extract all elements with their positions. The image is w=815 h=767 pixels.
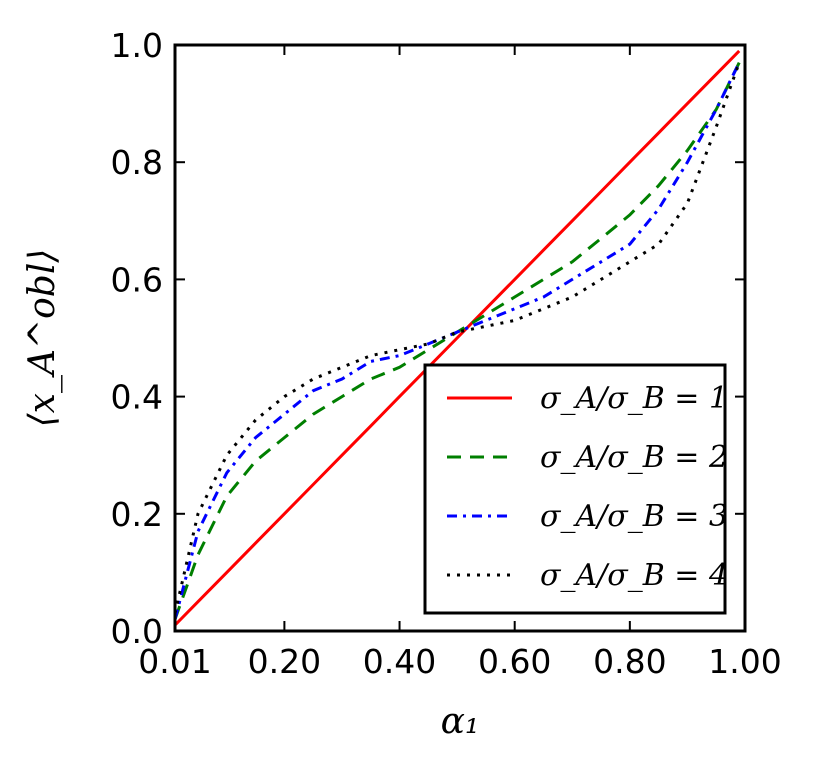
x-axis-label: α₁ <box>441 701 480 742</box>
y-tick-label-3: 0.6 <box>111 260 163 299</box>
tick-labels-layer: 0.01 0.20 0.40 0.60 0.80 1.00 0.0 0.2 0.4 0.6 0.8 1… <box>111 26 782 681</box>
series-line-3 <box>175 61 741 620</box>
x-tick-label-0: 0.01 <box>138 642 211 681</box>
x-tick-label-4: 0.80 <box>593 642 666 681</box>
y-axis-label: ⟨x_A^obl⟩ <box>22 249 63 428</box>
y-tick-label-5: 1.0 <box>111 26 163 65</box>
legend: σ_A/σ_B = 1 σ_A/σ_B = 2 σ_A/σ_B = 3 σ_A/σ_B… <box>423 363 728 615</box>
plot-frame <box>173 43 747 633</box>
x-tick-label-3: 0.60 <box>478 642 551 681</box>
legend-label-2: σ_A/σ_B = 2 <box>540 440 728 475</box>
y-tick-label-1: 0.2 <box>111 495 163 534</box>
ticks-layer <box>174 44 746 632</box>
legend-label-3: σ_A/σ_B = 3 <box>540 499 728 534</box>
y-tick-label-2: 0.4 <box>111 378 163 417</box>
x-tick-label-2: 0.40 <box>363 642 436 681</box>
x-tick-label-5: 1.00 <box>708 642 781 681</box>
legend-box <box>423 363 727 615</box>
y-tick-label-0: 0.0 <box>111 612 163 651</box>
series-layer <box>175 49 741 627</box>
series-line-1 <box>175 49 741 627</box>
legend-label-4: σ_A/σ_B = 4 <box>540 558 728 593</box>
y-tick-label-4: 0.8 <box>111 143 163 182</box>
x-tick-label-1: 0.20 <box>248 642 321 681</box>
legend-label-1: σ_A/σ_B = 1 <box>540 381 728 416</box>
